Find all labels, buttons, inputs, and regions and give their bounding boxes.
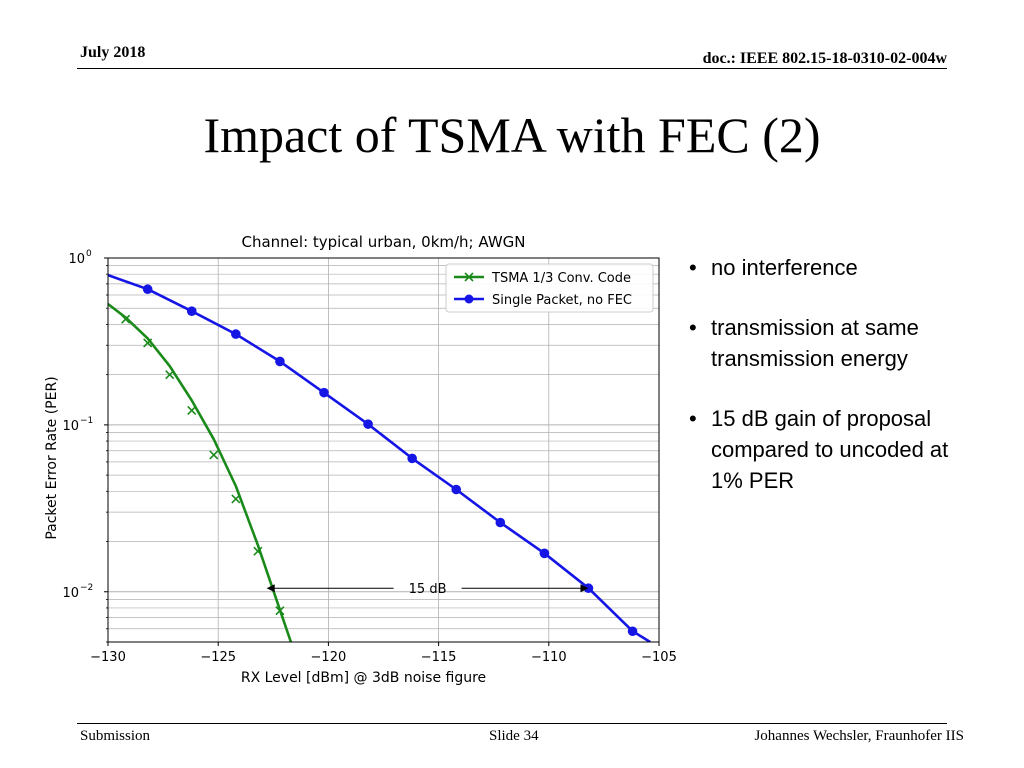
data-point (451, 484, 462, 495)
data-point (363, 419, 373, 429)
axes-frame (107, 257, 660, 643)
data-point-stroke (253, 546, 263, 556)
x-tick-label: −120 (311, 650, 347, 665)
bullet-item: no interference (686, 252, 956, 283)
data-point-stroke (121, 314, 131, 324)
annotation-arrowhead (580, 584, 589, 593)
x-tick-label: −115 (421, 650, 457, 665)
data-point (407, 453, 417, 464)
annotation-arrowhead (266, 584, 275, 593)
legend-label: TSMA 1/3 Conv. Code (491, 271, 631, 286)
footer-divider (77, 723, 947, 724)
annotation-label: 15 dB (409, 582, 447, 597)
data-point-stroke (275, 606, 285, 616)
bullet-item: 15 dB gain of proposal compared to uncod… (686, 403, 956, 496)
data-point (627, 626, 638, 637)
footer-submission: Submission (80, 728, 151, 744)
y-tick-label: 10 (62, 419, 79, 434)
legend-box (445, 263, 654, 313)
data-point (253, 546, 263, 556)
series-line (108, 273, 651, 642)
x-tick-label: −130 (90, 650, 126, 665)
data-point-stroke (187, 405, 197, 416)
y-tick-exponent: −2 (80, 583, 93, 593)
legend-label: Single Packet, no FEC (492, 293, 632, 308)
y-tick-label: 10 (62, 586, 79, 601)
bullet-list: no interference transmission at same tra… (686, 252, 956, 525)
y-tick-label: 10 (68, 252, 85, 267)
data-point (495, 517, 506, 528)
y-tick-exponent: 0 (86, 249, 92, 259)
data-point-stroke (165, 370, 175, 380)
data-point (275, 606, 285, 616)
x-tick-label: −125 (200, 650, 236, 665)
data-point (186, 306, 197, 316)
data-point (187, 405, 197, 416)
legend-marker (464, 294, 474, 304)
x-axis-label: RX Level [dBm] @ 3dB noise figure (241, 670, 486, 686)
data-point (231, 329, 241, 339)
data-point-stroke (209, 450, 219, 460)
data-point (142, 284, 153, 295)
series-line (108, 302, 293, 642)
x-tick-label: −110 (531, 650, 567, 665)
data-point (165, 370, 175, 380)
header-divider (77, 68, 947, 69)
data-point (539, 548, 550, 559)
chart-title: Channel: typical urban, 0km/h; AWGN (242, 233, 526, 251)
bullet-item: transmission at same transmission energy (686, 312, 956, 374)
y-tick-exponent: −1 (80, 416, 93, 426)
data-point (121, 314, 131, 324)
data-point (231, 494, 241, 504)
data-point (319, 387, 329, 398)
y-axis-label: Packet Error Rate (PER) (44, 376, 60, 539)
data-point-stroke (143, 338, 153, 348)
header-date: July 2018 (80, 44, 146, 61)
slide-title: Impact of TSMA with FEC (2) (203, 107, 821, 163)
data-point (275, 356, 285, 367)
data-point (143, 338, 153, 348)
data-point-stroke (231, 494, 241, 504)
header-doc-id: doc.: IEEE 802.15-18-0310-02-004w (702, 50, 947, 67)
footer-slide-number: Slide 34 (489, 728, 539, 744)
footer-author: Johannes Wechsler, Fraunhofer IIS (754, 728, 964, 744)
data-point (209, 450, 219, 460)
x-tick-label: −105 (641, 650, 677, 665)
series-group (108, 302, 293, 642)
legend-marker (464, 272, 474, 282)
plot-area (108, 258, 659, 642)
